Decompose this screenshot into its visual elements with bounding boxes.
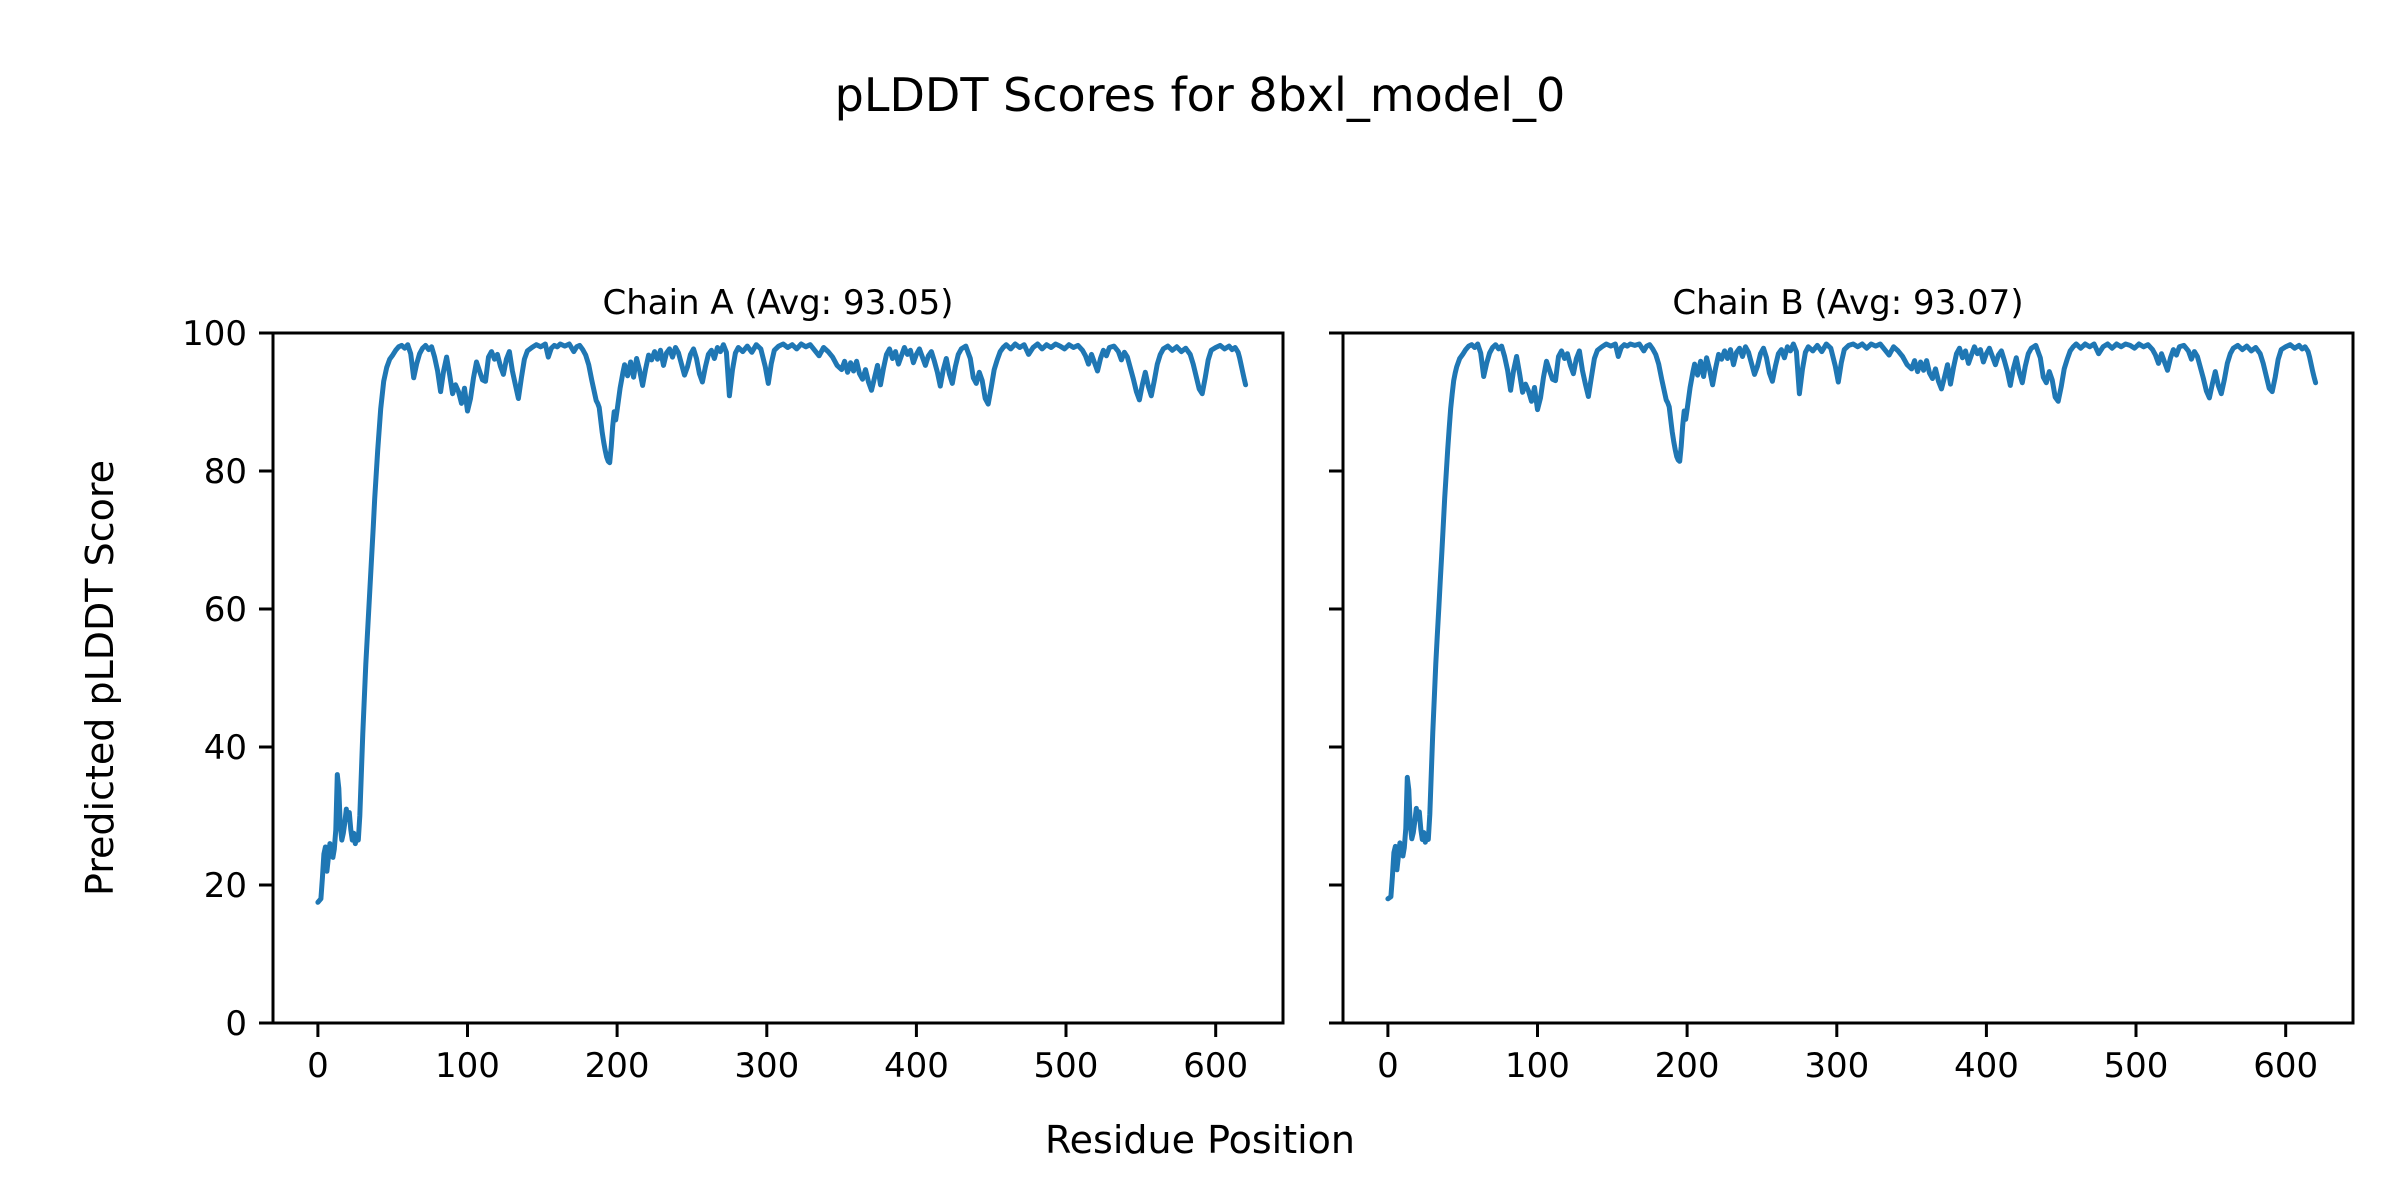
x-tick-label: 500	[2104, 1046, 2169, 1086]
axes-spines	[1341, 331, 2355, 1025]
y-tick-label: 80	[204, 452, 247, 492]
figure-title: pLDDT Scores for 8bxl_model_0	[834, 68, 1566, 122]
y-tick-label: 0	[225, 1004, 247, 1044]
x-tick-label: 300	[1804, 1046, 1869, 1086]
y-axis-label: Predicted pLDDT Score	[78, 460, 122, 896]
y-tick-label: 40	[204, 728, 247, 768]
x-tick-label: 600	[1183, 1046, 1248, 1086]
x-tick-label: 0	[307, 1046, 329, 1086]
plddt-line-chain-a	[315, 341, 1249, 905]
x-tick-label: 500	[1034, 1046, 1099, 1086]
x-tick-label: 100	[435, 1046, 500, 1086]
axes-chain-a: 0 100 200 300 400 500 600 0 20 40 60 80 100	[182, 314, 1285, 1086]
x-tick-label: 200	[585, 1046, 650, 1086]
axes-chain-b: 0 100 200 300 400 500 600	[1329, 331, 2355, 1086]
x-tick-label: 400	[884, 1046, 949, 1086]
axes-spines	[271, 331, 1285, 1025]
y-tick-label: 100	[182, 314, 247, 354]
subplot-title-chain-b: Chain B (Avg: 93.07)	[1672, 283, 2024, 323]
plddt-line-chain-b	[1385, 341, 2319, 902]
x-tick-label: 200	[1655, 1046, 1720, 1086]
x-tick-label: 300	[734, 1046, 799, 1086]
x-axis-label: Residue Position	[1044, 1118, 1356, 1162]
subplot-title-chain-a: Chain A (Avg: 93.05)	[602, 283, 954, 323]
x-tick-label: 100	[1505, 1046, 1570, 1086]
x-tick-label: 600	[2253, 1046, 2318, 1086]
x-tick-label: 400	[1954, 1046, 2019, 1086]
y-tick-label: 20	[204, 866, 247, 906]
y-tick-label: 60	[204, 590, 247, 630]
x-tick-label: 0	[1377, 1046, 1399, 1086]
